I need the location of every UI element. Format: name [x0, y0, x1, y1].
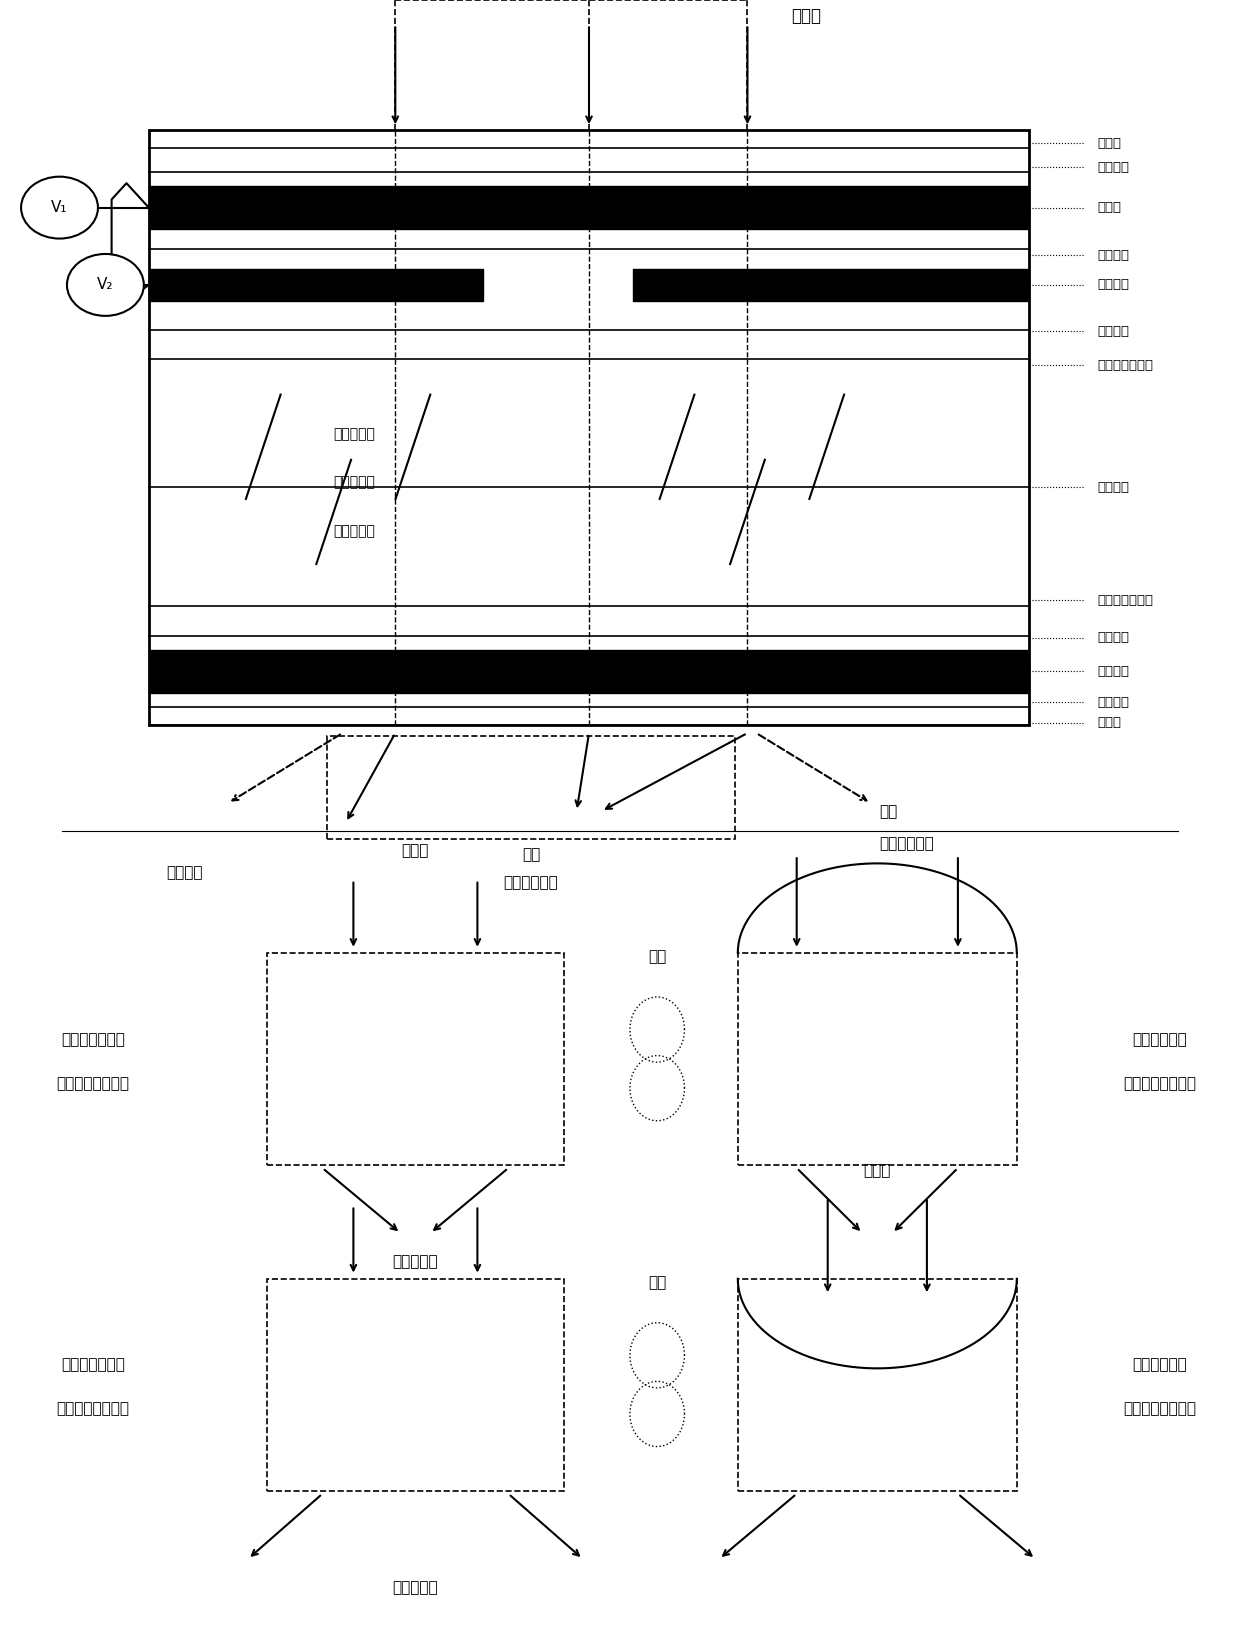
- Bar: [267, 1279, 564, 1491]
- Ellipse shape: [21, 176, 98, 238]
- Text: 单元曲面轮廓: 单元曲面轮廓: [1132, 1357, 1187, 1373]
- Text: 液晶初始定向层: 液晶初始定向层: [1097, 358, 1153, 371]
- Text: 电隔离层: 电隔离层: [1097, 249, 1130, 262]
- Text: 单元电控液: 单元电控液: [334, 427, 376, 441]
- Text: 公共电极: 公共电极: [1097, 665, 1130, 678]
- Ellipse shape: [67, 254, 144, 316]
- Text: 发散出射光: 发散出射光: [393, 1580, 438, 1595]
- Bar: [738, 1279, 1017, 1491]
- Text: 控液晶聚光微透镜: 控液晶聚光微透镜: [57, 1075, 129, 1091]
- Text: 等效: 等效: [649, 1276, 666, 1290]
- Text: 液晶初始定向层: 液晶初始定向层: [1097, 593, 1153, 606]
- Text: 晶微透镜有: 晶微透镜有: [334, 476, 376, 490]
- Text: 效控光区域: 效控光区域: [334, 525, 376, 539]
- Text: 单元平面轮廓电: 单元平面轮廓电: [61, 1357, 125, 1373]
- Text: 单元曲面轮廓: 单元曲面轮廓: [1132, 1031, 1187, 1047]
- Text: 散光: 散光: [879, 803, 898, 819]
- Text: 光学基片: 光学基片: [1097, 161, 1130, 174]
- Text: 增透膜: 增透膜: [1097, 137, 1121, 150]
- Text: 入射光: 入射光: [402, 844, 429, 858]
- Text: 顶电极: 顶电极: [1097, 200, 1121, 213]
- Text: 光出射: 光出射: [791, 7, 821, 26]
- Text: （开关接通）: （开关接通）: [503, 875, 558, 889]
- Text: 单根光纤: 单根光纤: [166, 865, 203, 880]
- Bar: [267, 953, 564, 1165]
- Bar: [738, 953, 1017, 1165]
- Text: 单元平面轮廓电: 单元平面轮廓电: [61, 1031, 125, 1047]
- Bar: [327, 736, 735, 839]
- Text: 光学基片: 光学基片: [1097, 696, 1130, 709]
- Text: 液晶材料: 液晶材料: [1097, 481, 1130, 494]
- Text: 入射光: 入射光: [863, 1163, 892, 1178]
- Text: 凸折射聚光微透镜: 凸折射聚光微透镜: [1123, 1075, 1195, 1091]
- Text: 汇聚出射光: 汇聚出射光: [393, 1254, 438, 1269]
- Text: 聚光: 聚光: [522, 847, 541, 862]
- Text: 等效: 等效: [649, 950, 666, 964]
- Text: V₂: V₂: [97, 277, 114, 293]
- Text: 电隔离层: 电隔离层: [1097, 630, 1130, 643]
- Text: 凹折射散光微透镜: 凹折射散光微透镜: [1123, 1401, 1195, 1417]
- Text: 增透膜: 增透膜: [1097, 717, 1121, 730]
- Text: （开关切断）: （开关切断）: [879, 836, 934, 852]
- Text: V₁: V₁: [51, 200, 68, 215]
- Text: 控液晶散光微透镜: 控液晶散光微透镜: [57, 1401, 129, 1417]
- Text: 电隔离层: 电隔离层: [1097, 324, 1130, 337]
- Bar: [149, 130, 1029, 725]
- Text: 图案电极: 图案电极: [1097, 279, 1130, 292]
